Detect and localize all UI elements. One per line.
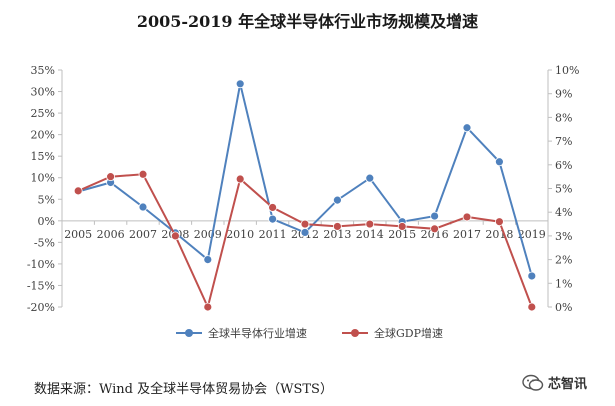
watermark-text: 芯智讯 — [548, 377, 588, 392]
data-point — [462, 212, 472, 222]
data-point — [332, 222, 342, 231]
data-point — [527, 271, 537, 281]
x-tick-label: 2007 — [129, 228, 157, 241]
y-right-tick-label: 2% — [555, 254, 572, 267]
data-point — [365, 219, 375, 229]
y-left-tick-label: 15% — [31, 150, 55, 163]
y-right-tick-label: 1% — [555, 277, 572, 290]
chart-title: 2005-2019 年全球半导体行业市场规模及增速 — [136, 12, 479, 31]
x-tick-label: 2006 — [97, 228, 125, 241]
data-point — [106, 172, 115, 182]
legend-label: 全球半导体行业增速 — [208, 326, 307, 340]
y-left-tick-label: 30% — [31, 86, 55, 99]
x-tick-label: 2017 — [453, 228, 481, 241]
y-right-tick-label: 6% — [555, 159, 572, 172]
x-tick-label: 2009 — [194, 228, 222, 241]
y-left-tick-label: -5% — [34, 236, 55, 249]
y-left-tick-label: -20% — [27, 301, 55, 314]
data-point — [268, 214, 278, 224]
data-point — [494, 157, 504, 167]
x-tick-label: 2013 — [323, 228, 351, 241]
data-point — [138, 169, 148, 179]
x-tick-label: 2018 — [485, 228, 513, 241]
data-point — [203, 255, 213, 265]
data-point — [235, 174, 245, 184]
legend-label: 全球GDP增速 — [374, 326, 443, 340]
data-point — [332, 195, 342, 205]
y-right-tick-label: 0% — [555, 301, 572, 314]
data-point — [170, 231, 180, 241]
wechat-icon — [522, 374, 544, 391]
y-left-tick-label: 0% — [38, 215, 55, 228]
x-tick-label: 2011 — [259, 228, 287, 241]
x-tick-label: 2016 — [421, 228, 449, 241]
y-right-tick-label: 4% — [555, 206, 572, 219]
x-tick-label: 2019 — [518, 228, 546, 241]
data-point — [430, 211, 440, 221]
data-point — [138, 202, 148, 212]
y-right-tick-label: 7% — [555, 135, 572, 148]
data-point — [300, 219, 310, 229]
legend-marker — [185, 329, 193, 337]
data-point — [397, 222, 407, 231]
data-point — [527, 302, 537, 312]
y-left-tick-label: 5% — [38, 193, 55, 206]
line-chart: 35% 30% 25% 20% 15% 10% 5% 0% -5% -10% -15% -20% 10%… — [27, 64, 580, 340]
watermark: 芯智讯 — [522, 373, 587, 392]
y-left-tick-label: 35% — [31, 64, 55, 77]
data-source-note: 数据来源：Wind 及全球半导体贸易协会（WSTS） — [34, 382, 333, 397]
y-right-tick-label: 5% — [555, 183, 572, 196]
data-point — [430, 224, 440, 234]
y-left-tick-label: 20% — [31, 129, 55, 142]
y-right-tick-label: 8% — [555, 111, 572, 124]
data-point — [203, 302, 213, 312]
y-right-tick-label: 10% — [555, 64, 579, 77]
data-point — [494, 217, 504, 227]
data-point — [462, 123, 472, 133]
x-tick-label: 2010 — [226, 228, 254, 241]
x-tick-label: 2015 — [388, 228, 416, 241]
y-right-tick-label: 3% — [555, 230, 572, 243]
y-right-tick-label: 9% — [555, 88, 572, 101]
data-point — [73, 186, 83, 196]
y-left-tick-label: -10% — [27, 258, 55, 271]
legend-marker — [351, 329, 359, 337]
data-point — [235, 79, 245, 89]
data-point — [300, 228, 310, 237]
y-left-tick-label: 10% — [31, 172, 55, 185]
y-left-tick-label: 25% — [31, 107, 55, 120]
x-tick-label: 2014 — [356, 228, 384, 241]
data-point — [268, 203, 278, 212]
y-left-tick-label: -15% — [27, 279, 55, 292]
data-point — [365, 173, 375, 183]
x-tick-label: 2005 — [64, 228, 92, 241]
